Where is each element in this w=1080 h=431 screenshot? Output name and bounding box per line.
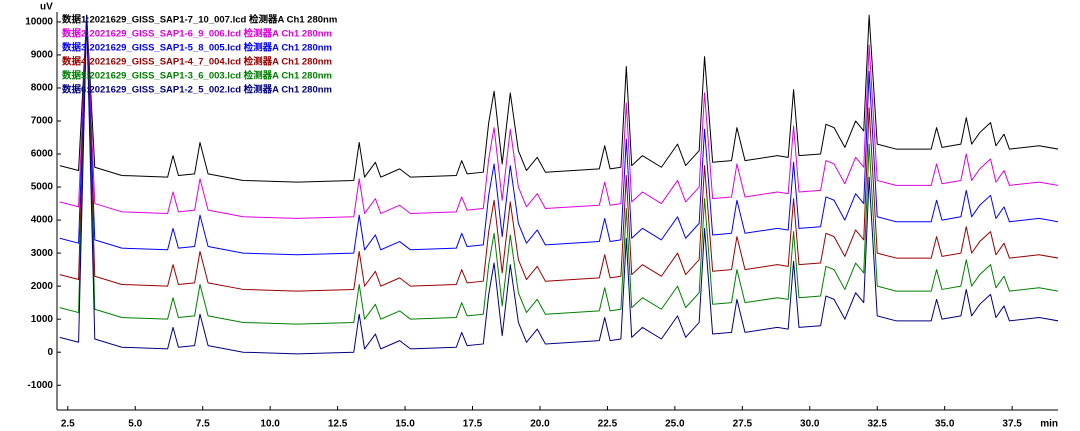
x-axis-label: min [1040,419,1058,430]
legend-entry: 数据6:2021629_GISS_SAP1-2_5_002.lcd 检测器A C… [61,84,332,96]
x-tick-label: 22.5 [598,419,618,430]
x-tick-label: 12.5 [328,419,348,430]
x-tick-label: 30.0 [800,419,820,430]
x-tick-label: 37.5 [1002,419,1022,430]
legend-entry: 数据5:2021629_GISS_SAP1-3_6_003.lcd 检测器A C… [61,70,332,82]
data-line [59,14,1058,219]
data-line [59,14,1058,325]
x-tick-label: 2.5 [61,419,75,430]
x-tick-label: 10.0 [260,419,280,430]
y-tick-label: 2000 [31,281,54,292]
x-tick-label: 32.5 [867,419,887,430]
y-tick-label: -1000 [27,380,53,391]
x-tick-label: 5.0 [128,419,142,430]
y-tick-label: 4000 [31,215,54,226]
x-tick-label: 7.5 [196,419,210,430]
y-tick-label: 9000 [31,50,54,61]
y-tick-label: 3000 [31,248,54,259]
data-line [59,14,1058,355]
data-line [59,14,1058,183]
x-tick-label: 17.5 [463,419,483,430]
data-line [59,14,1058,292]
legend-entry: 数据1:2021629_GISS_SAP1-7_10_007.lcd 检测器A … [61,14,337,26]
legend-entry: 数据4:2021629_GISS_SAP1-4_7_004.lcd 检测器A C… [61,56,332,68]
legend-entry: 数据2:2021629_GISS_SAP1-6_9_006.lcd 检测器A C… [61,28,332,40]
y-tick-label: 0 [47,347,53,358]
legend-entry: 数据3:2021629_GISS_SAP1-5_8_005.lcd 检测器A C… [61,42,332,54]
x-tick-label: 25.0 [665,419,685,430]
y-tick-label: 1000 [31,314,54,325]
x-tick-label: 20.0 [530,419,550,430]
y-tick-label: 6000 [31,149,54,160]
y-tick-label: 7000 [31,116,54,127]
plot-area [59,14,1058,355]
data-line [59,14,1058,256]
y-tick-label: 5000 [31,182,54,193]
x-tick-label: 27.5 [733,419,753,430]
y-tick-label: 10000 [25,17,53,28]
y-tick-label: 8000 [31,83,54,94]
x-tick-label: 15.0 [395,419,415,430]
y-axis-label: uV [40,2,53,13]
x-tick-label: 35.0 [935,419,955,430]
